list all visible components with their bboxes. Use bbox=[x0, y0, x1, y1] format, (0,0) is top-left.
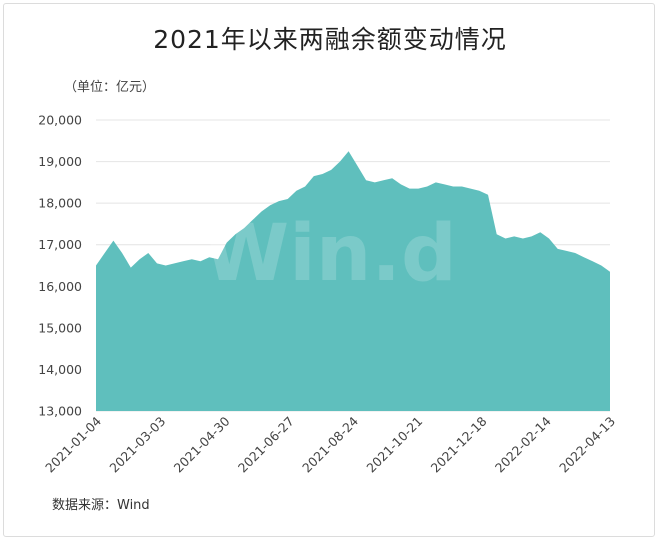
y-tick-label: 19,000 bbox=[38, 154, 82, 169]
chart-frame bbox=[3, 3, 655, 537]
area-fill bbox=[96, 151, 610, 411]
chart-title: 2021年以来两融余额变动情况 bbox=[153, 25, 507, 54]
x-tick-label: 2022-04-13 bbox=[556, 414, 618, 476]
y-tick-label: 20,000 bbox=[38, 113, 82, 128]
y-axis-ticks: 13,000 14,000 15,000 16,000 17,000 18,000 19,0… bbox=[38, 113, 82, 419]
y-unit-label: （单位：亿元） bbox=[64, 80, 156, 95]
x-tick-label: 2021-06-27 bbox=[235, 414, 297, 476]
y-tick-label: 14,000 bbox=[38, 362, 82, 377]
x-tick-label: 2022-02-14 bbox=[492, 413, 554, 475]
area-series bbox=[96, 151, 610, 411]
source-note: 数据来源：Wind bbox=[52, 498, 150, 513]
x-axis-ticks: 2021-01-04 2021-03-03 2021-04-30 2021-06-27… bbox=[42, 413, 618, 475]
y-tick-label: 13,000 bbox=[38, 404, 82, 419]
y-tick-label: 15,000 bbox=[38, 320, 82, 335]
watermark: Win.d bbox=[203, 209, 457, 299]
x-tick-label: 2021-08-24 bbox=[299, 413, 361, 475]
x-tick-label: 2021-04-30 bbox=[171, 413, 233, 475]
x-tick-label: 2021-01-04 bbox=[42, 413, 104, 475]
x-tick-label: 2021-03-03 bbox=[106, 414, 168, 476]
x-tick-label: 2021-12-18 bbox=[428, 413, 490, 475]
y-tick-label: 16,000 bbox=[38, 279, 82, 294]
x-tick-label: 2021-10-21 bbox=[363, 414, 425, 476]
y-tick-label: 17,000 bbox=[38, 237, 82, 252]
y-tick-label: 18,000 bbox=[38, 196, 82, 211]
